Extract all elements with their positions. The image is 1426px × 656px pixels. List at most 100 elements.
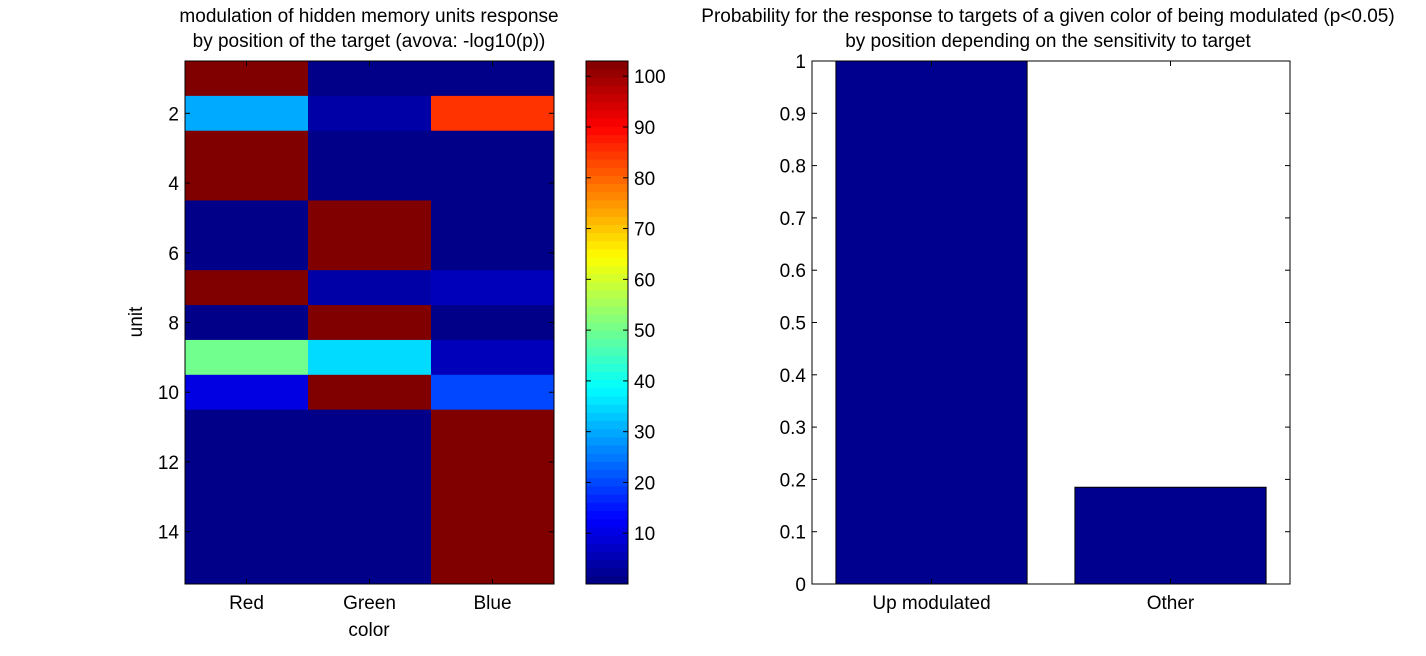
heatmap-cell — [185, 305, 309, 341]
heatmap-cell — [308, 270, 432, 306]
bar-title-line-1: Probability for the response to targets … — [701, 6, 1394, 27]
heatmap-cell — [308, 339, 432, 376]
bar-panel: Probability for the response to targets … — [701, 6, 1394, 614]
heatmap-cell — [185, 479, 309, 515]
colorbar-strips — [586, 61, 628, 585]
heatmap-cell — [308, 514, 432, 550]
heatmap-y-tick-label: 4 — [168, 174, 179, 195]
colorbar-strip — [586, 338, 628, 348]
heatmap-cell — [431, 514, 555, 550]
colorbar-tick-label: 80 — [634, 169, 655, 190]
heatmap-cell — [185, 61, 309, 97]
colorbar-strip — [586, 387, 628, 397]
colorbar-strip — [586, 428, 628, 438]
heatmap-cell — [431, 270, 555, 306]
heatmap-ticks: Red Green Blue 2 4 6 8 10 12 14 — [158, 61, 554, 614]
colorbar-tick-label: 50 — [634, 321, 655, 342]
heatmap-title-line-2: by position of the target (avova: -log10… — [193, 31, 546, 52]
colorbar-strip — [586, 453, 628, 462]
bar-y-tick-label: 0.9 — [780, 104, 806, 125]
bar-y-tick-label: 0.8 — [780, 157, 806, 178]
colorbar-strip — [586, 363, 628, 373]
colorbar-ticks: 10 20 30 40 50 60 70 80 90 100 — [586, 67, 666, 545]
heatmap-cell — [185, 374, 309, 411]
heatmap-cell — [308, 200, 432, 236]
heatmap-cell — [308, 305, 432, 341]
colorbar-strip — [586, 150, 628, 160]
colorbar-strip — [586, 199, 628, 209]
heatmap-x-tick-label: Blue — [473, 593, 511, 614]
bar-ticks: Up modulated Other 0 0.1 0.2 0.3 0.4 0.5 0.6 0.7 0… — [780, 52, 1290, 614]
colorbar-strip — [586, 404, 628, 413]
colorbar-tick-label: 70 — [634, 220, 655, 241]
colorbar-strip — [586, 543, 628, 552]
colorbar-strip — [586, 412, 628, 422]
colorbar-strip — [586, 159, 628, 168]
heatmap-y-axis-label: unit — [126, 306, 147, 337]
colorbar-strip — [586, 371, 628, 381]
colorbar-strip — [586, 551, 628, 560]
heatmap-y-tick-label: 14 — [158, 523, 180, 544]
colorbar-tick-label: 40 — [634, 372, 655, 393]
colorbar-strip — [586, 510, 628, 520]
colorbar-strip — [586, 101, 628, 111]
colorbar-strip — [586, 494, 628, 503]
bar-marks — [835, 60, 1267, 585]
colorbar-strip — [586, 534, 628, 544]
heatmap-cell — [431, 409, 555, 446]
colorbar-tick-label: 10 — [634, 524, 655, 545]
heatmap-cell — [185, 444, 309, 480]
heatmap-cell — [431, 305, 555, 341]
colorbar-strip — [586, 445, 628, 454]
colorbar-tick-label: 60 — [634, 270, 655, 291]
colorbar-strip — [586, 110, 628, 119]
colorbar-strip — [586, 567, 628, 577]
heatmap-cell — [431, 374, 555, 411]
heatmap-cell — [185, 549, 309, 585]
colorbar-strip — [586, 69, 628, 78]
heatmap-cell — [185, 514, 309, 550]
colorbar-strip — [586, 355, 628, 364]
heatmap-cell — [308, 165, 432, 201]
colorbar-strip — [586, 420, 628, 430]
colorbar-strip — [586, 322, 628, 332]
colorbar-strip — [586, 502, 628, 511]
heatmap-cell — [185, 95, 309, 132]
heatmap-cell — [185, 200, 309, 236]
bar-y-tick-label: 0.2 — [780, 470, 806, 491]
colorbar-strip — [586, 575, 628, 585]
heatmap-cell — [185, 409, 309, 446]
heatmap-cell — [308, 61, 432, 97]
colorbar-strip — [586, 477, 628, 487]
colorbar-tick-label: 90 — [634, 118, 655, 139]
heatmap-x-tick-label: Green — [343, 593, 396, 614]
heatmap-cell — [308, 549, 432, 585]
heatmap-cell — [431, 200, 555, 236]
colorbar-strip — [586, 559, 628, 569]
heatmap-cells — [185, 61, 555, 585]
heatmap-y-tick-label: 6 — [168, 244, 179, 265]
colorbar-strip — [586, 297, 628, 307]
colorbar-strip — [586, 142, 628, 152]
colorbar-strip — [586, 265, 628, 274]
heatmap-cell — [185, 339, 309, 376]
colorbar-frame — [585, 60, 629, 585]
colorbar-strip — [586, 85, 628, 95]
heatmap-cell — [431, 444, 555, 480]
colorbar-strip — [586, 289, 628, 299]
colorbar-strip — [586, 93, 628, 103]
bar — [1074, 486, 1267, 585]
colorbar-strip — [586, 469, 628, 479]
heatmap-cell — [308, 409, 432, 446]
heatmap-cell — [308, 130, 432, 167]
heatmap-cell — [431, 130, 555, 167]
heatmap-cell — [308, 235, 432, 271]
colorbar-strip — [586, 175, 628, 185]
heatmap-cell — [308, 95, 432, 132]
colorbar-strip — [586, 191, 628, 201]
bar-y-tick-label: 0 — [795, 575, 806, 596]
bar-y-tick-label: 0.4 — [780, 366, 807, 387]
colorbar-strip — [586, 232, 628, 242]
heatmap-cell — [185, 270, 309, 306]
colorbar-strip — [586, 167, 628, 176]
